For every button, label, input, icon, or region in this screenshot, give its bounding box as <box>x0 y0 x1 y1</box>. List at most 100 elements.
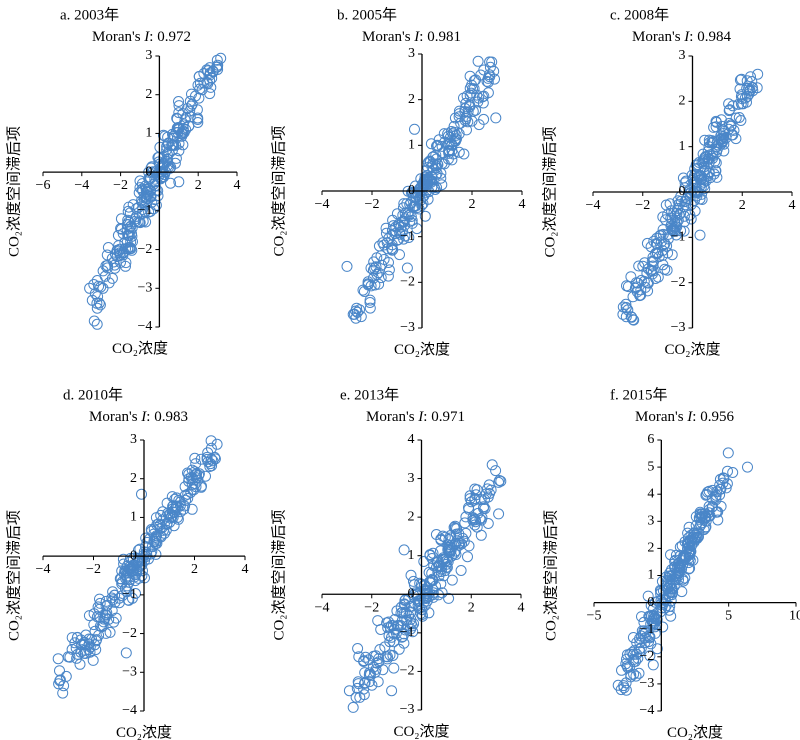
point <box>417 178 429 190</box>
point <box>453 105 465 117</box>
y-tick-label: 1 <box>647 568 654 583</box>
point <box>145 548 157 560</box>
point <box>94 299 106 311</box>
morans-value: 0.983 <box>154 409 188 425</box>
point <box>683 521 695 533</box>
x-tick-label: 2 <box>469 197 476 212</box>
point <box>134 543 146 555</box>
point <box>654 230 666 242</box>
y-tick-label: 5 <box>647 459 654 474</box>
point <box>117 553 129 565</box>
point <box>125 243 137 255</box>
point <box>665 595 677 607</box>
point <box>703 485 715 497</box>
y-tick-label: 6 <box>647 432 654 447</box>
y-tick-label: 4 <box>408 432 415 447</box>
point <box>130 588 141 599</box>
point <box>126 562 138 574</box>
point <box>201 451 213 463</box>
point <box>627 632 639 643</box>
point <box>398 233 410 245</box>
point <box>134 182 146 194</box>
morans-value: 0.956 <box>700 409 734 425</box>
point <box>373 240 385 252</box>
point <box>655 606 667 618</box>
panel-label: b. 2005年 <box>337 6 397 23</box>
point <box>440 561 452 573</box>
point <box>478 501 490 513</box>
y-tick-label: 3 <box>408 471 415 486</box>
point <box>179 114 191 126</box>
y-tick-label: 1 <box>145 126 152 141</box>
point <box>157 506 169 518</box>
point <box>412 599 424 611</box>
point <box>161 149 173 161</box>
scatter-panel-2: b. 2005年 Moran's I: 0.981 −4 −2 2 4 −3 −2 −1 0 1 2 3… <box>270 6 525 358</box>
point <box>137 185 149 197</box>
point <box>120 260 131 272</box>
point <box>122 229 134 241</box>
point <box>149 180 161 192</box>
point <box>636 625 648 637</box>
point <box>409 187 421 198</box>
y-tick-label: 2 <box>408 509 415 524</box>
point <box>212 64 224 75</box>
point <box>173 96 184 107</box>
x-tick-label: 2 <box>191 562 198 577</box>
point <box>209 451 221 463</box>
point <box>161 156 173 167</box>
morans-value: 0.981 <box>427 29 461 45</box>
y-tick-label: −2 <box>137 242 152 257</box>
point <box>458 148 470 160</box>
point <box>699 511 711 523</box>
point <box>401 198 413 210</box>
x-tick-label: −2 <box>635 198 650 213</box>
y-tick-label: 3 <box>679 48 686 63</box>
point <box>183 475 195 487</box>
point <box>364 667 375 679</box>
morans-symbol: I <box>683 29 690 45</box>
point <box>140 191 152 203</box>
point <box>489 73 500 85</box>
point <box>715 483 727 495</box>
point <box>690 532 702 544</box>
point <box>667 223 679 235</box>
point <box>409 123 420 135</box>
morans-sep: : <box>149 29 157 45</box>
point <box>676 586 688 598</box>
point <box>453 108 465 120</box>
x-tick-label: 4 <box>518 600 525 615</box>
point <box>660 199 672 211</box>
point <box>612 679 624 691</box>
y-axis-label: CO₂浓度空间滞后项 <box>5 510 22 641</box>
point <box>104 626 116 638</box>
point <box>100 627 112 639</box>
point <box>150 548 162 560</box>
point <box>734 74 746 86</box>
point <box>149 533 161 545</box>
point <box>58 680 70 692</box>
point <box>354 304 365 316</box>
point <box>651 614 663 626</box>
morans-value: 0.971 <box>431 409 465 425</box>
point <box>204 62 216 74</box>
y-axis-label: CO₂浓度空间滞后项 <box>542 510 559 641</box>
point <box>364 297 376 308</box>
point <box>727 467 739 478</box>
point <box>398 628 410 640</box>
points <box>84 52 227 330</box>
point <box>347 701 359 713</box>
morans-prefix: Moran's <box>635 409 687 425</box>
point <box>358 286 370 297</box>
point <box>641 237 653 249</box>
point <box>396 615 408 627</box>
point <box>437 147 449 159</box>
point <box>368 256 380 268</box>
point <box>107 594 119 606</box>
point <box>475 529 487 541</box>
point <box>88 619 100 631</box>
point <box>398 544 410 556</box>
point <box>482 87 494 99</box>
point <box>478 64 490 76</box>
point <box>736 73 747 85</box>
